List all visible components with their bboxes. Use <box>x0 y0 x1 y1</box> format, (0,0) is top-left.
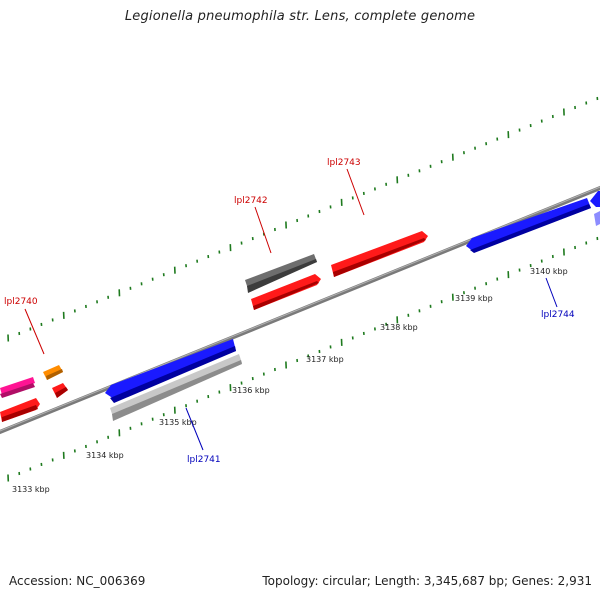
kbp-label: 3135 kbp <box>159 418 197 427</box>
kbp-label: 3133 kbp <box>12 485 50 494</box>
gene-arrow-orange-lpl2740[interactable] <box>43 365 63 380</box>
gene-arrow-gray-lpl2742[interactable] <box>245 254 317 293</box>
gene-label-lpl2740[interactable]: lpl2740 <box>4 297 38 307</box>
kbp-label: 3138 kbp <box>380 323 418 332</box>
kbp-label: 3140 kbp <box>530 267 568 276</box>
gene-arrow-blue-lpl2741[interactable] <box>105 339 236 403</box>
gene-label-lpl2744[interactable]: lpl2744 <box>541 310 575 320</box>
tick-marks <box>7 96 599 482</box>
accession-text: Accession: NC_006369 <box>9 574 146 588</box>
topology-text: Topology: circular; Length: 3,345,687 bp… <box>262 574 592 588</box>
gene-label-lpl2742[interactable]: lpl2742 <box>234 196 268 206</box>
callout-lpl2741 <box>185 407 204 451</box>
callout-lpl2740 <box>24 308 45 355</box>
gene-arrow-red-lpl2743[interactable] <box>331 231 428 277</box>
backbone-highlight <box>0 186 600 432</box>
map-title: Legionella pneumophila str. Lens, comple… <box>124 9 476 24</box>
kbp-label: 3134 kbp <box>86 451 124 460</box>
gene-label-lpl2743[interactable]: lpl2743 <box>327 158 361 168</box>
callout-lpl2742 <box>254 206 272 254</box>
callout-lpl2744 <box>545 277 558 308</box>
kbp-label: 3139 kbp <box>455 294 493 303</box>
gene-arrow-red-lpl2739[interactable] <box>0 398 40 422</box>
gene-arrow-pink[interactable] <box>0 377 35 398</box>
gene-arrow-lightgray[interactable] <box>110 354 242 421</box>
gene-arrow-blue-lpl2744[interactable] <box>466 198 591 253</box>
gene-arrow-red-lpl2742[interactable] <box>251 274 321 310</box>
gene-label-lpl2741[interactable]: lpl2741 <box>187 455 221 465</box>
kbp-label: 3137 kbp <box>306 355 344 364</box>
kbp-label: 3136 kbp <box>232 386 270 395</box>
callout-lpl2743 <box>346 168 365 216</box>
gene-arrow-lavender-edge[interactable] <box>594 211 600 226</box>
gene-arrow-red-small[interactable] <box>52 383 68 398</box>
gene-arrow-blue-edge[interactable] <box>590 191 600 207</box>
